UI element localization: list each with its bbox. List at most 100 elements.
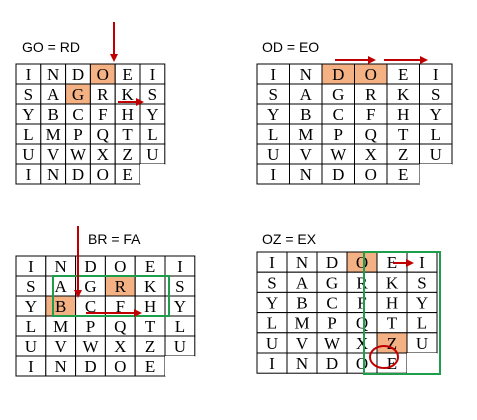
grid-letter: R [356,273,368,292]
grid-letter: P [327,314,336,333]
grid-panel-2: I N D O E IS A G R K SY B C F H YL M P Q T LU V W X Z UI N D O E [256,63,453,185]
grid-letter: A [55,277,68,296]
grid-letter: R [365,85,377,104]
grid-letter: S [269,85,278,104]
grid-cell [165,356,195,376]
grid-letter: U [267,145,279,164]
grid-letter: D [326,253,338,272]
grid-letter: L [26,317,36,336]
grid-letter: N [47,65,59,84]
grid-letter: B [48,105,59,124]
grid-letter: N [300,165,312,184]
grid-letter: N [300,65,312,84]
grid-letter: F [366,105,375,124]
grid-letter: Q [356,314,368,333]
grid-letter: I [433,65,439,84]
grid-letter: L [431,125,441,144]
grid-letter: V [55,337,68,356]
grid-letter: W [70,145,87,164]
grid-letter: O [356,253,368,272]
grid-letter: K [121,85,134,104]
grid-letter: Y [22,105,34,124]
grid-letter: E [387,253,397,272]
grid-letter: R [115,277,127,296]
grid-letter: I [269,253,275,272]
grid-letter: Y [266,294,278,313]
grid-cell [419,164,452,184]
grid-letter: O [365,165,377,184]
grid-letter: K [397,85,410,104]
grid-letter: I [26,165,32,184]
grid-letter: V [300,145,313,164]
grid-letter: F [98,105,107,124]
grid-letter: G [326,273,338,292]
grid-letter: T [398,125,409,144]
grid-letter: M [294,314,309,333]
grid-letter: Q [114,317,126,336]
grid-letter: U [22,145,34,164]
grid-letter: L [268,125,278,144]
grid-letter: N [296,354,308,373]
grid-panel-4: I N D O E IS A G R K SY B C F H YL M P Q T LU V W X Z UI N D O E [256,251,438,374]
grid-letter: E [398,65,408,84]
grid-letter: U [430,145,442,164]
grid-letter: P [86,317,95,336]
grid-letter: T [122,125,133,144]
grid-letter: X [114,337,126,356]
grid-letter: I [270,65,276,84]
grid-letter: E [122,165,132,184]
grid-letter: D [326,354,338,373]
grid-letter: S [431,85,440,104]
grid-letter: K [144,277,157,296]
grid-letter: L [23,125,33,144]
grid-letter: A [300,85,313,104]
grid-letter: E [387,354,397,373]
grid-letter: O [114,257,126,276]
grid-letter: G [72,85,84,104]
grid-letter: Q [365,125,377,144]
grid-letter: U [25,337,37,356]
grid-letter: D [332,165,344,184]
grid-letter: B [296,294,307,313]
grid-letter: O [114,357,126,376]
grid-letter: P [73,125,82,144]
grid-letter: B [300,105,311,124]
grid-panel-3: I N D O E IS A G R K SY B C F H YL M P Q T LU V W X Z UI N D O E [15,255,196,377]
grid-cell [140,164,165,184]
grid-letter: D [332,65,344,84]
grid-letter: I [269,354,275,373]
grid-letter: Z [122,145,132,164]
panel-1-label: GO = RD [22,39,80,55]
grid-letter: Y [25,297,37,316]
grid-letter: A [296,273,309,292]
grid-letter: E [122,65,132,84]
grid-letter: H [397,105,409,124]
grid-letter: W [82,337,99,356]
grid-letter: N [55,257,67,276]
grid-letter: I [270,165,276,184]
panel-4-rectangle-box [363,251,441,375]
grid-letter: T [145,317,156,336]
grid-letter: H [386,294,398,313]
panel-4-circle-marker [369,345,399,369]
grid-letter: T [387,314,398,333]
grid-letter: O [97,65,109,84]
grid-letter: O [97,165,109,184]
grid-letter: I [150,65,156,84]
grid-letter: Y [416,294,428,313]
grid-letter: E [145,357,155,376]
grid-letter: B [55,297,66,316]
grid-letter: M [298,125,313,144]
grid-letter: Y [174,297,186,316]
grid-letter: L [267,314,277,333]
grid-letter: F [116,297,125,316]
grid-letter: Y [146,105,158,124]
grid-letter: H [121,105,133,124]
grid-letter: S [24,85,33,104]
grid-letter: D [72,65,84,84]
grid-letter: M [46,125,61,144]
grid-letter: I [26,65,32,84]
grid-letter: R [97,85,109,104]
grid-letter: U [416,334,428,353]
